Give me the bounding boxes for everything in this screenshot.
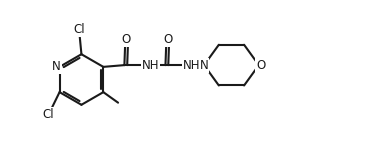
Text: N: N (200, 59, 208, 72)
Text: NH: NH (142, 59, 159, 72)
Text: O: O (163, 33, 172, 46)
Text: NH: NH (183, 59, 201, 72)
Text: O: O (122, 33, 131, 46)
Text: N: N (53, 60, 61, 73)
Text: N: N (200, 59, 208, 72)
Text: Cl: Cl (43, 108, 54, 121)
Text: O: O (256, 59, 265, 72)
Text: Cl: Cl (74, 23, 85, 36)
